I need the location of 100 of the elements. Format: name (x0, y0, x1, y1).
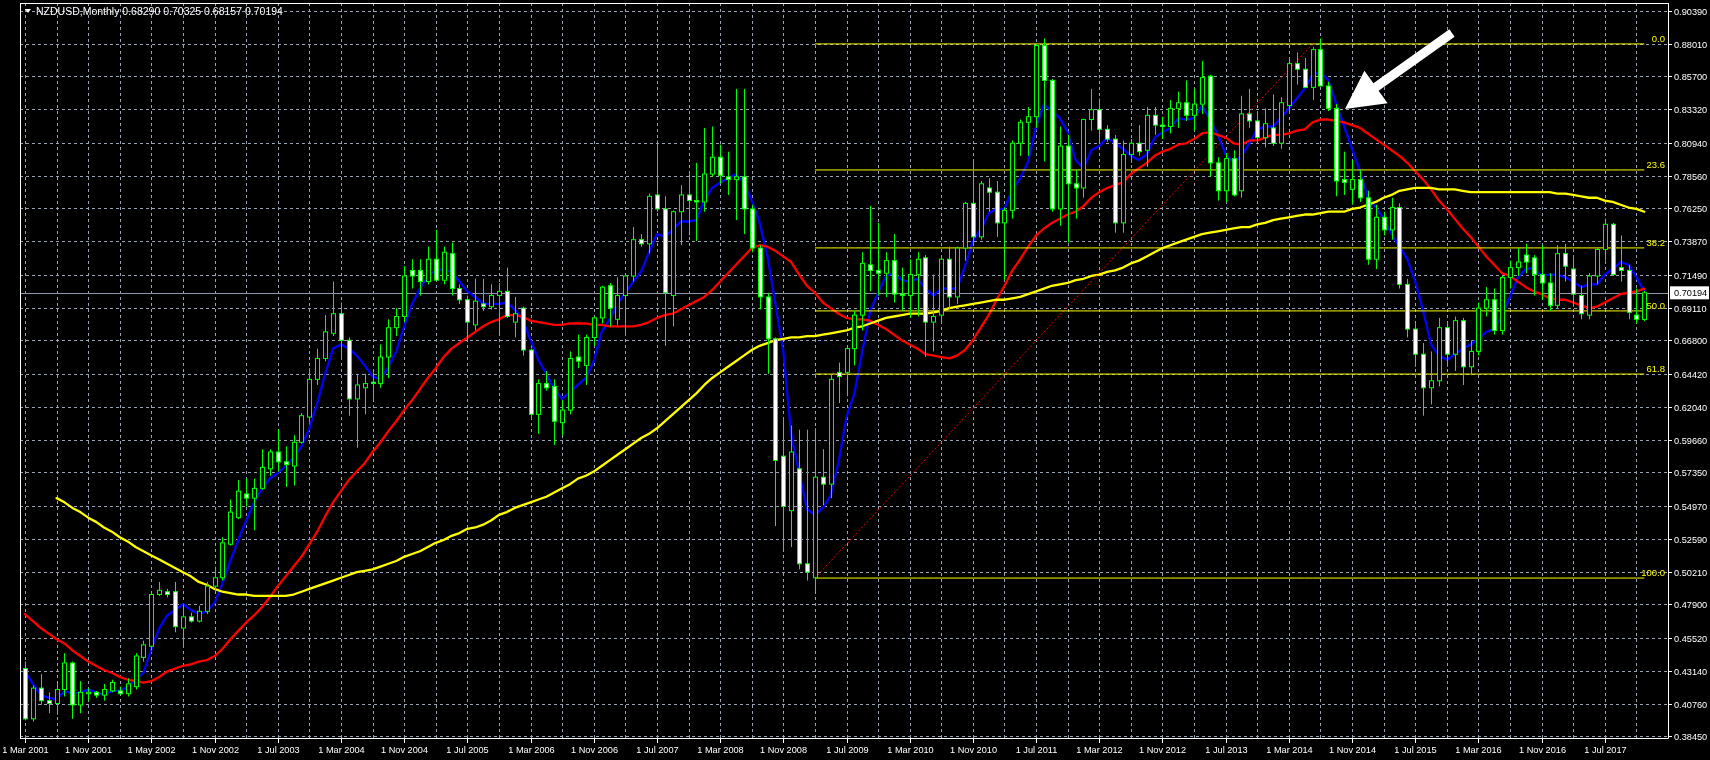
y-tick-label: 0.69110 (1674, 303, 1707, 314)
candlestick (1026, 106, 1031, 157)
candlestick (1508, 260, 1513, 290)
candlestick (410, 258, 415, 290)
candlestick (615, 276, 620, 326)
x-tick-label: 1 Nov 2008 (760, 745, 807, 755)
candlestick (908, 258, 913, 319)
y-tick-label: 0.78560 (1674, 171, 1708, 182)
candlestick (355, 373, 360, 449)
candlestick (55, 683, 60, 716)
candlestick (734, 88, 739, 221)
candlestick (78, 680, 83, 714)
candlestick (1429, 350, 1434, 406)
x-tick-label: 1 Nov 2016 (1519, 745, 1566, 755)
y-tick-label: 0.76250 (1674, 203, 1708, 214)
candlestick (284, 445, 289, 488)
x-tick-label: 1 Mar 2010 (887, 745, 934, 755)
candlestick (1263, 107, 1268, 148)
candlestick (1176, 91, 1181, 129)
x-tick-label: 1 Jul 2005 (446, 745, 489, 755)
candlestick (1074, 169, 1079, 220)
chart-title: NZDUSD,Monthly 0.68290 0.70325 0.68157 0.70194 (36, 5, 284, 17)
y-tick-label: 0.90390 (1674, 6, 1708, 17)
y-tick-label: 0.71490 (1674, 270, 1708, 281)
candlestick (1326, 81, 1331, 112)
candlestick (457, 283, 462, 305)
candlestick (560, 399, 565, 436)
candlestick (489, 283, 494, 311)
candlestick (821, 448, 826, 506)
candlestick (1168, 99, 1173, 134)
x-tick-label: 1 Jul 2015 (1394, 745, 1437, 755)
candlestick (884, 251, 889, 298)
candlestick (987, 177, 992, 213)
x-tick-label: 1 Mar 2008 (697, 745, 744, 755)
candlestick (1271, 93, 1276, 147)
candlestick (710, 126, 715, 178)
candlestick (1192, 88, 1197, 132)
candlestick (39, 673, 44, 706)
x-tick-label: 1 Mar 2004 (318, 745, 365, 755)
candlestick (544, 370, 549, 392)
candlestick (1634, 288, 1639, 324)
candlestick (465, 295, 470, 340)
candlestick (694, 162, 699, 242)
x-tick-label: 1 Nov 2001 (65, 745, 112, 755)
y-tick-label: 0.38450 (1674, 731, 1708, 742)
candlestick (1484, 286, 1489, 317)
candlestick (1002, 207, 1007, 281)
y-tick-label: 0.73870 (1674, 236, 1708, 247)
candlestick (371, 371, 376, 400)
y-tick-label: 0.64420 (1674, 369, 1708, 380)
candlestick (244, 478, 249, 508)
series-label: 38.2 (1646, 236, 1665, 248)
x-tick-label: 1 Jul 2011 (1015, 745, 1058, 755)
candlestick (655, 139, 660, 213)
y-tick-label: 0.40760 (1674, 699, 1708, 710)
candlestick (1532, 254, 1537, 297)
candlestick (1350, 159, 1355, 206)
y-tick-label: 0.66800 (1674, 335, 1708, 346)
candlestick (805, 429, 810, 582)
candlestick (141, 640, 146, 663)
y-tick-label: 0.57350 (1674, 467, 1708, 478)
candlestick (1247, 88, 1252, 129)
candlestick (331, 281, 336, 337)
candlestick (1129, 138, 1134, 164)
y-tick-label: 0.83320 (1674, 104, 1708, 115)
candlestick (1619, 234, 1624, 283)
series-label: 0.0 (1651, 32, 1665, 44)
candlestick (473, 278, 478, 331)
x-tick-label: 1 Jul 2009 (826, 745, 869, 755)
candlestick (1295, 51, 1300, 86)
candlestick (623, 274, 628, 337)
candlestick (497, 282, 502, 334)
candlestick (592, 316, 597, 347)
series-label: 50.0 (1646, 299, 1665, 311)
candlestick (1089, 88, 1094, 132)
x-tick-label: 1 Nov 2014 (1329, 745, 1376, 755)
x-tick-label: 1 Jul 2003 (257, 745, 300, 755)
candlestick (1097, 98, 1102, 143)
candlestick (292, 434, 297, 487)
y-tick-label: 0.85700 (1674, 71, 1708, 82)
candlestick (434, 229, 439, 281)
candlestick (1563, 243, 1568, 283)
x-tick-label: 1 May 2002 (127, 745, 176, 755)
candlestick (679, 184, 684, 246)
candlestick (126, 677, 131, 698)
candlestick (916, 251, 921, 317)
y-tick-label: 0.43140 (1674, 666, 1708, 677)
x-tick-label: 1 Nov 2012 (1139, 745, 1186, 755)
x-tick-label: 1 Nov 2002 (192, 745, 239, 755)
candlestick (1540, 244, 1545, 301)
candlestick (837, 362, 842, 404)
candlestick (1184, 79, 1189, 122)
candlestick (315, 348, 320, 386)
candlestick (845, 346, 850, 397)
candlestick (47, 691, 52, 714)
candlestick (608, 282, 613, 327)
candlestick (868, 205, 873, 292)
series-label: 100.0 (1641, 566, 1665, 578)
candlestick (1153, 106, 1158, 136)
candlestick (1018, 119, 1023, 157)
